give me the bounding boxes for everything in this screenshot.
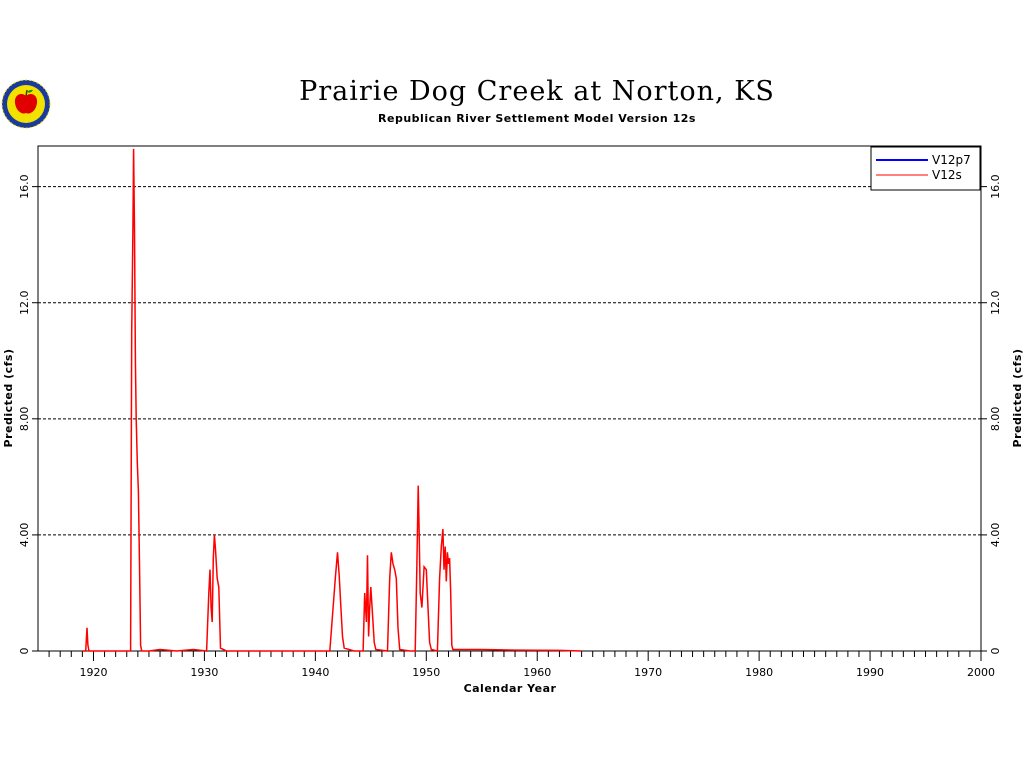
legend-label-v12s: V12s bbox=[932, 168, 962, 182]
x-tick-label-0: 1920 bbox=[79, 666, 107, 679]
y-tick-label-left-2: 8.00 bbox=[18, 407, 31, 432]
legend-box bbox=[870, 146, 981, 191]
x-tick-label-4: 1960 bbox=[523, 666, 551, 679]
legend: V12p7 V12s bbox=[870, 146, 981, 191]
y-tick-label-left-1: 4.00 bbox=[18, 523, 31, 548]
y-tick-label-left-3: 12.0 bbox=[18, 290, 31, 315]
y-tick-label-right-4: 16.0 bbox=[989, 174, 1002, 199]
x-tick-label-6: 1980 bbox=[745, 666, 773, 679]
y-tick-label-right-2: 8.00 bbox=[989, 407, 1002, 432]
x-tick-label-2: 1940 bbox=[301, 666, 329, 679]
series-layer bbox=[82, 148, 582, 652]
y-axis-right: 0 4.00 8.00 12.0 16.0 bbox=[981, 174, 1002, 655]
plot-frame bbox=[37, 145, 982, 652]
y-tick-label-left-4: 16.0 bbox=[18, 174, 31, 199]
y-tick-label-left-0: 0 bbox=[18, 648, 31, 655]
x-tick-label-3: 1950 bbox=[412, 666, 440, 679]
y-tick-label-right-0: 0 bbox=[989, 648, 1002, 655]
legend-label-v12p7: V12p7 bbox=[932, 153, 971, 167]
chart-title: Prairie Dog Creek at Norton, KS bbox=[299, 76, 775, 107]
y-tick-label-right-1: 4.00 bbox=[989, 523, 1002, 548]
y-tick-label-right-3: 12.0 bbox=[989, 290, 1002, 315]
x-tick-label-5: 1970 bbox=[634, 666, 662, 679]
x-tick-label-1: 1930 bbox=[190, 666, 218, 679]
y-axis-left: 0 4.00 8.00 12.0 16.0 bbox=[18, 174, 38, 655]
apple-seal-icon bbox=[1, 79, 51, 129]
y-axis-title-right: Predicted (cfs) bbox=[1011, 349, 1024, 448]
x-tick-label-7: 1990 bbox=[856, 666, 884, 679]
x-axis-title: Calendar Year bbox=[464, 682, 557, 695]
x-axis: 1920 1930 1940 1950 1960 1970 1980 1990 2000 bbox=[48, 651, 995, 679]
y-axis-title-left: Predicted (cfs) bbox=[2, 349, 15, 448]
x-tick-label-8: 2000 bbox=[967, 666, 995, 679]
grid-lines bbox=[38, 186, 981, 536]
series-line-v12s bbox=[82, 148, 582, 652]
chart-subtitle: Republican River Settlement Model Versio… bbox=[378, 112, 696, 125]
apple-seal-logo bbox=[0, 78, 52, 130]
